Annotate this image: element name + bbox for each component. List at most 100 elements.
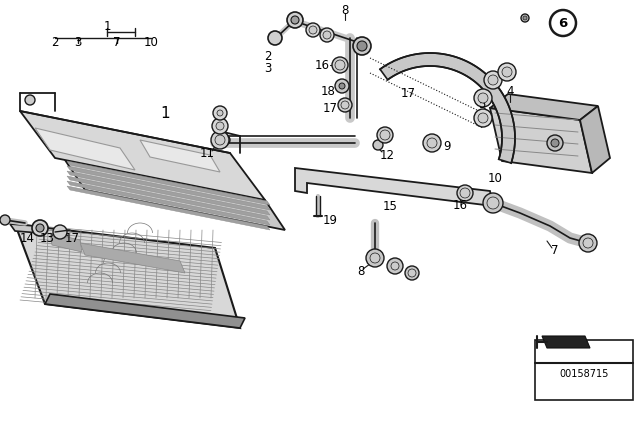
- Circle shape: [478, 93, 488, 103]
- Polygon shape: [580, 106, 610, 173]
- Circle shape: [339, 83, 345, 89]
- Polygon shape: [65, 160, 285, 230]
- Text: 17: 17: [401, 86, 415, 99]
- Text: 5: 5: [478, 98, 486, 111]
- Text: 17: 17: [65, 232, 79, 245]
- Circle shape: [320, 28, 334, 42]
- Circle shape: [220, 135, 230, 145]
- Text: 18: 18: [321, 85, 335, 98]
- Text: 9: 9: [444, 139, 451, 152]
- Circle shape: [483, 193, 503, 213]
- Circle shape: [306, 23, 320, 37]
- Text: 8: 8: [357, 264, 365, 277]
- Circle shape: [487, 197, 499, 209]
- Circle shape: [457, 185, 473, 201]
- Text: 7: 7: [113, 35, 121, 48]
- Circle shape: [391, 262, 399, 270]
- Polygon shape: [35, 128, 135, 170]
- Circle shape: [498, 63, 516, 81]
- Circle shape: [474, 89, 492, 107]
- Circle shape: [332, 57, 348, 73]
- Polygon shape: [380, 53, 515, 163]
- Circle shape: [0, 215, 10, 225]
- Polygon shape: [67, 166, 270, 210]
- Text: 17: 17: [323, 102, 337, 115]
- Circle shape: [427, 138, 437, 148]
- Polygon shape: [20, 111, 265, 200]
- Circle shape: [215, 135, 225, 145]
- Polygon shape: [67, 176, 270, 220]
- Circle shape: [484, 71, 502, 89]
- Circle shape: [380, 130, 390, 140]
- Text: 2: 2: [264, 49, 272, 63]
- Circle shape: [547, 135, 563, 151]
- Circle shape: [370, 253, 380, 263]
- FancyBboxPatch shape: [535, 340, 633, 400]
- Circle shape: [341, 101, 349, 109]
- Circle shape: [583, 238, 593, 248]
- Polygon shape: [45, 294, 245, 328]
- Text: 6: 6: [558, 17, 568, 30]
- Circle shape: [213, 106, 227, 120]
- Circle shape: [478, 113, 488, 123]
- Circle shape: [408, 269, 416, 277]
- Circle shape: [405, 266, 419, 280]
- Polygon shape: [80, 243, 185, 273]
- Text: 00158715: 00158715: [559, 369, 609, 379]
- Circle shape: [536, 374, 544, 382]
- Circle shape: [474, 109, 492, 127]
- Polygon shape: [490, 108, 592, 173]
- Circle shape: [523, 16, 527, 20]
- Circle shape: [460, 188, 470, 198]
- Circle shape: [25, 95, 35, 105]
- Text: 10: 10: [143, 35, 159, 48]
- Text: 16: 16: [452, 198, 467, 211]
- Polygon shape: [140, 140, 220, 172]
- Text: 12: 12: [380, 148, 394, 161]
- Circle shape: [32, 220, 48, 236]
- Circle shape: [521, 14, 529, 22]
- Text: 10: 10: [488, 172, 502, 185]
- Text: 1: 1: [160, 105, 170, 121]
- Circle shape: [217, 110, 223, 116]
- Circle shape: [212, 118, 228, 134]
- Polygon shape: [295, 168, 493, 206]
- Circle shape: [551, 139, 559, 147]
- Polygon shape: [67, 161, 270, 205]
- Circle shape: [211, 131, 229, 149]
- Circle shape: [366, 249, 384, 267]
- Polygon shape: [15, 224, 240, 328]
- Text: 4: 4: [506, 85, 514, 98]
- Circle shape: [502, 67, 512, 77]
- Circle shape: [387, 258, 403, 274]
- Circle shape: [488, 75, 498, 85]
- Text: 7: 7: [551, 244, 559, 257]
- Text: 19: 19: [323, 214, 337, 227]
- Circle shape: [291, 16, 299, 24]
- Circle shape: [373, 140, 383, 150]
- Text: 13: 13: [40, 232, 54, 245]
- Circle shape: [53, 225, 67, 239]
- Circle shape: [268, 31, 282, 45]
- Polygon shape: [50, 233, 82, 252]
- Circle shape: [287, 12, 303, 28]
- Text: 11: 11: [200, 146, 214, 159]
- Circle shape: [338, 98, 352, 112]
- Text: 2: 2: [51, 35, 59, 48]
- Circle shape: [323, 31, 331, 39]
- Circle shape: [550, 10, 576, 36]
- Text: 1: 1: [103, 20, 111, 33]
- Text: 15: 15: [383, 199, 397, 212]
- Text: 3: 3: [74, 35, 82, 48]
- Circle shape: [335, 79, 349, 93]
- Text: 14: 14: [19, 232, 35, 245]
- Circle shape: [36, 224, 44, 232]
- Circle shape: [216, 122, 224, 130]
- Text: 16: 16: [314, 59, 330, 72]
- Text: 8: 8: [341, 4, 349, 17]
- Circle shape: [357, 41, 367, 51]
- Circle shape: [579, 234, 597, 252]
- Polygon shape: [490, 94, 598, 120]
- Polygon shape: [67, 186, 270, 230]
- Polygon shape: [67, 181, 270, 225]
